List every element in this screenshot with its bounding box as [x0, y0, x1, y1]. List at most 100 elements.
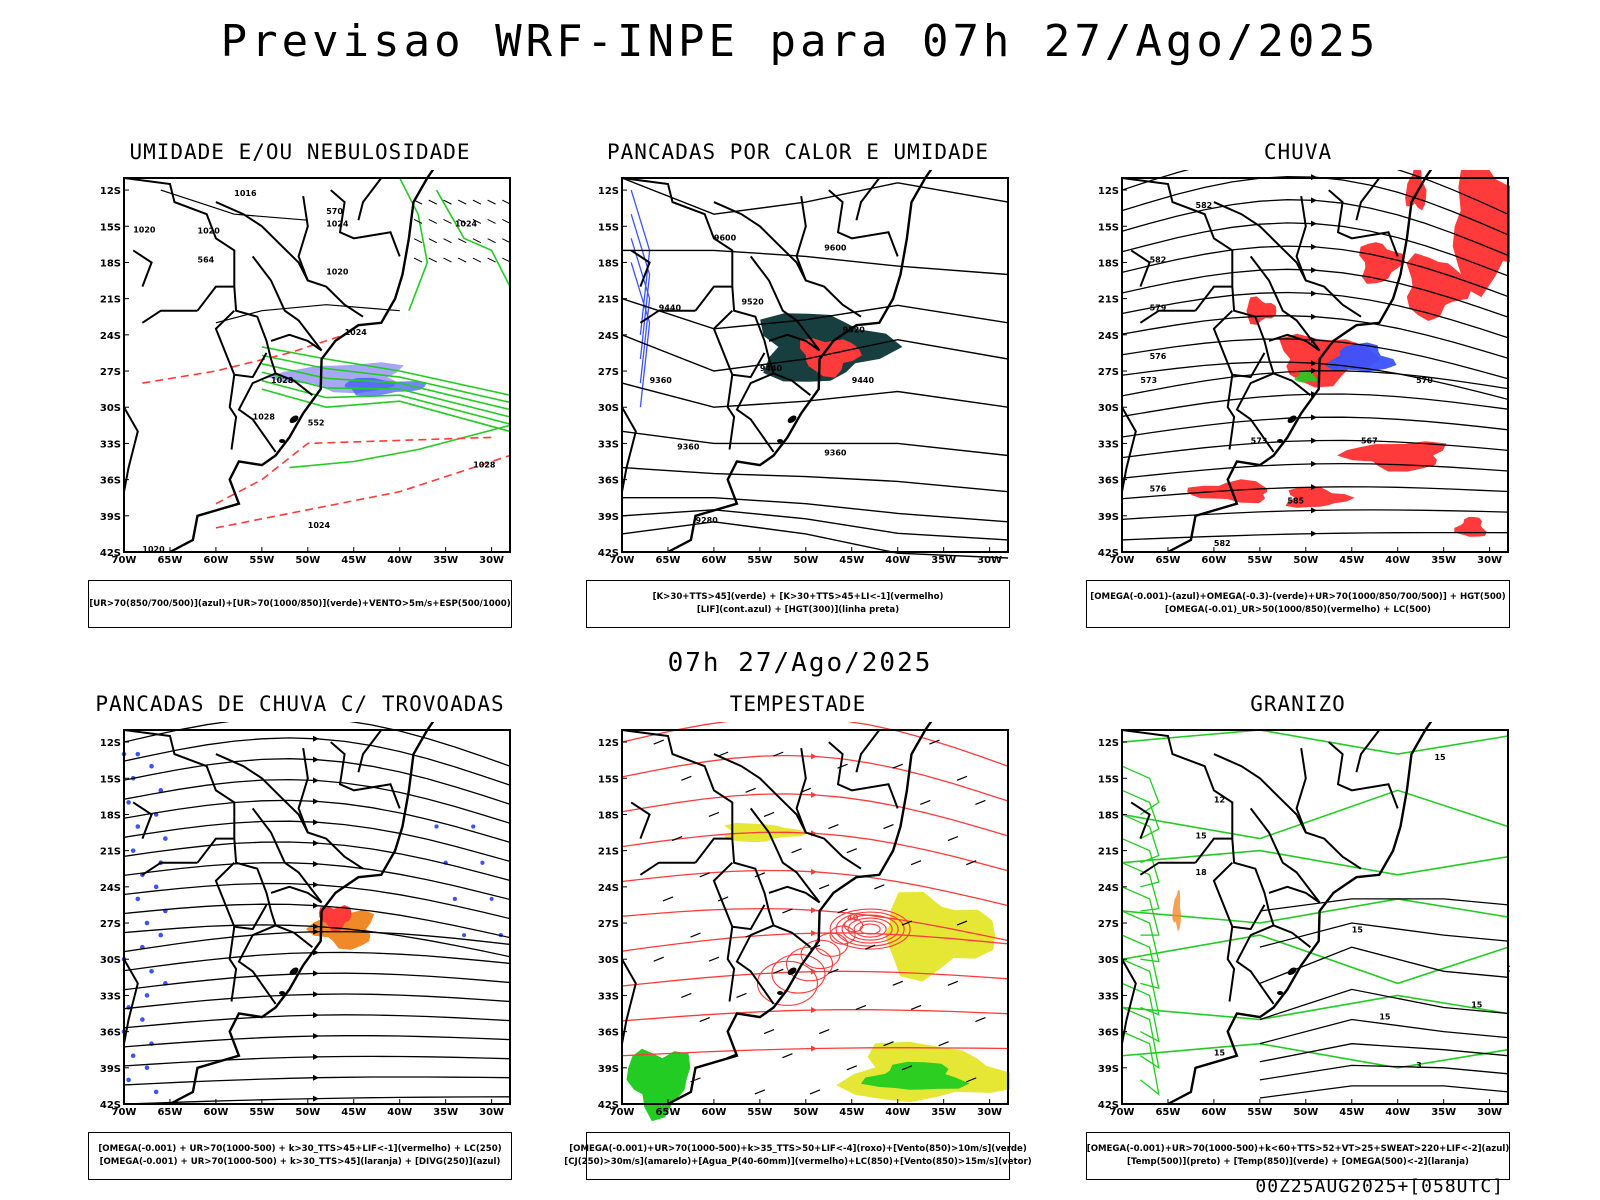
- streamline-850: [621, 722, 1009, 767]
- contour-label: 9360: [650, 376, 673, 385]
- contour-label: 9280: [696, 516, 719, 525]
- coastline: [667, 722, 933, 1106]
- wind-vector: [791, 848, 802, 854]
- lat-tick-label: 33S: [100, 439, 121, 450]
- divg-blue-dot: [144, 920, 150, 926]
- contour-label: 18: [1196, 868, 1208, 877]
- precipitable-water-contour: [847, 917, 893, 941]
- wind-vector: [947, 980, 959, 986]
- border-line: [1268, 333, 1321, 352]
- wind-vector: [874, 884, 885, 890]
- flow-arrow: [313, 923, 319, 930]
- precipitable-water-contour: [829, 908, 911, 950]
- contour-label: 567: [1361, 436, 1378, 445]
- map-frame: [123, 729, 511, 1105]
- contour-label: 1020: [326, 268, 349, 277]
- lat-tick-label: 21S: [1098, 295, 1119, 306]
- contour-label: 576: [1150, 352, 1167, 361]
- divg-blue-dot: [149, 968, 154, 974]
- border-line: [630, 801, 651, 839]
- wind-vector: [864, 944, 876, 950]
- lif-blue-contour: [630, 214, 651, 360]
- flow-arrow: [811, 1007, 817, 1014]
- border-line: [694, 285, 733, 312]
- humidity-green-contour: [261, 354, 511, 404]
- hgt300-contour: [621, 521, 1009, 559]
- temp500-contour: [1259, 922, 1509, 948]
- temp850-contour: [1121, 849, 1509, 876]
- lat-tick-label: 33S: [1098, 439, 1119, 450]
- omega-blue-area: [1324, 342, 1397, 372]
- lat-tick-label: 36S: [1098, 476, 1119, 487]
- wind-vector: [717, 896, 729, 902]
- precipitable-water-contour: [756, 960, 818, 1006]
- lat-tick-label: 21S: [598, 847, 619, 858]
- contour-label: 579: [1150, 304, 1167, 313]
- wind-vector: [938, 1041, 949, 1047]
- temp850-contour: [1121, 898, 1509, 924]
- wind-vector: [708, 811, 720, 818]
- humidity-green-contour: [399, 177, 429, 311]
- contour-label: 9440: [852, 376, 875, 385]
- wind-vector: [472, 218, 482, 224]
- wind-vector: [428, 199, 438, 205]
- legend-line: [CJ(250)>30m/s](amarelo)+[Agua_P(40-60mm…: [564, 1157, 1032, 1167]
- lat-tick-label: 12S: [598, 186, 619, 197]
- border-line: [621, 729, 775, 1005]
- omega-green-area: [1294, 369, 1319, 383]
- temp500-contour: [1259, 946, 1509, 984]
- border-line: [141, 861, 198, 876]
- contour-label: 573: [1251, 436, 1268, 445]
- border-line: [196, 837, 235, 864]
- lat-tick-label: 36S: [100, 1028, 121, 1039]
- lat-tick-label: 33S: [100, 991, 121, 1002]
- lat-tick-label: 30S: [598, 955, 619, 966]
- wind-vector: [763, 1029, 775, 1035]
- flow-arrow: [1311, 484, 1317, 491]
- border-line: [297, 195, 309, 281]
- border-line: [275, 924, 314, 948]
- lat-tick-label: 30S: [598, 403, 619, 414]
- hgt300-contour: [621, 334, 1009, 372]
- lon-tick-label: 45W: [341, 555, 366, 566]
- border-line: [1139, 861, 1196, 876]
- flow-arrow: [1311, 460, 1317, 467]
- lon-tick-label: 65W: [157, 555, 182, 566]
- flow-arrow: [313, 777, 319, 784]
- border-line: [330, 741, 401, 809]
- wind-vector: [975, 1016, 986, 1023]
- lon-tick-label: 35W: [1431, 555, 1456, 566]
- flow-arrow: [1311, 290, 1317, 297]
- border-line: [828, 189, 899, 257]
- flow-arrow: [1311, 507, 1317, 514]
- flow-arrow: [313, 1053, 319, 1060]
- lon-tick-label: 60W: [701, 1107, 726, 1118]
- lagoon-shape: [279, 439, 286, 444]
- lat-tick-label: 15S: [100, 222, 121, 233]
- lon-tick-label: 50W: [295, 555, 320, 566]
- lat-tick-label: 27S: [100, 367, 121, 378]
- border-line: [1328, 741, 1399, 809]
- lon-tick-label: 65W: [1155, 1107, 1180, 1118]
- wind-vector: [920, 799, 931, 805]
- border-line: [123, 177, 277, 453]
- border-line: [357, 729, 383, 773]
- border-line: [630, 249, 651, 287]
- flow-arrow: [313, 928, 319, 935]
- flow-arrow: [313, 798, 319, 805]
- hgt300-contour: [621, 466, 1009, 493]
- border-line: [1273, 372, 1312, 396]
- flow-arrow: [313, 1032, 319, 1039]
- lon-tick-label: 55W: [1247, 555, 1272, 566]
- map-frame: [621, 729, 1009, 1105]
- contour-label: 40: [847, 914, 859, 923]
- run-info: 00Z25AUG2025+[058UTC]: [1255, 1176, 1504, 1197]
- border-line: [251, 807, 323, 904]
- temp850-contour: [1121, 789, 1160, 840]
- panel-legend: [OMEGA(-0.001)-(azul)+OMEGA(-0.3)-(verde…: [1086, 580, 1510, 628]
- divg-blue-dot: [135, 824, 141, 829]
- lon-tick-label: 50W: [295, 1107, 320, 1118]
- precipitable-water-contour: [853, 920, 887, 938]
- lat-tick-label: 39S: [598, 512, 619, 523]
